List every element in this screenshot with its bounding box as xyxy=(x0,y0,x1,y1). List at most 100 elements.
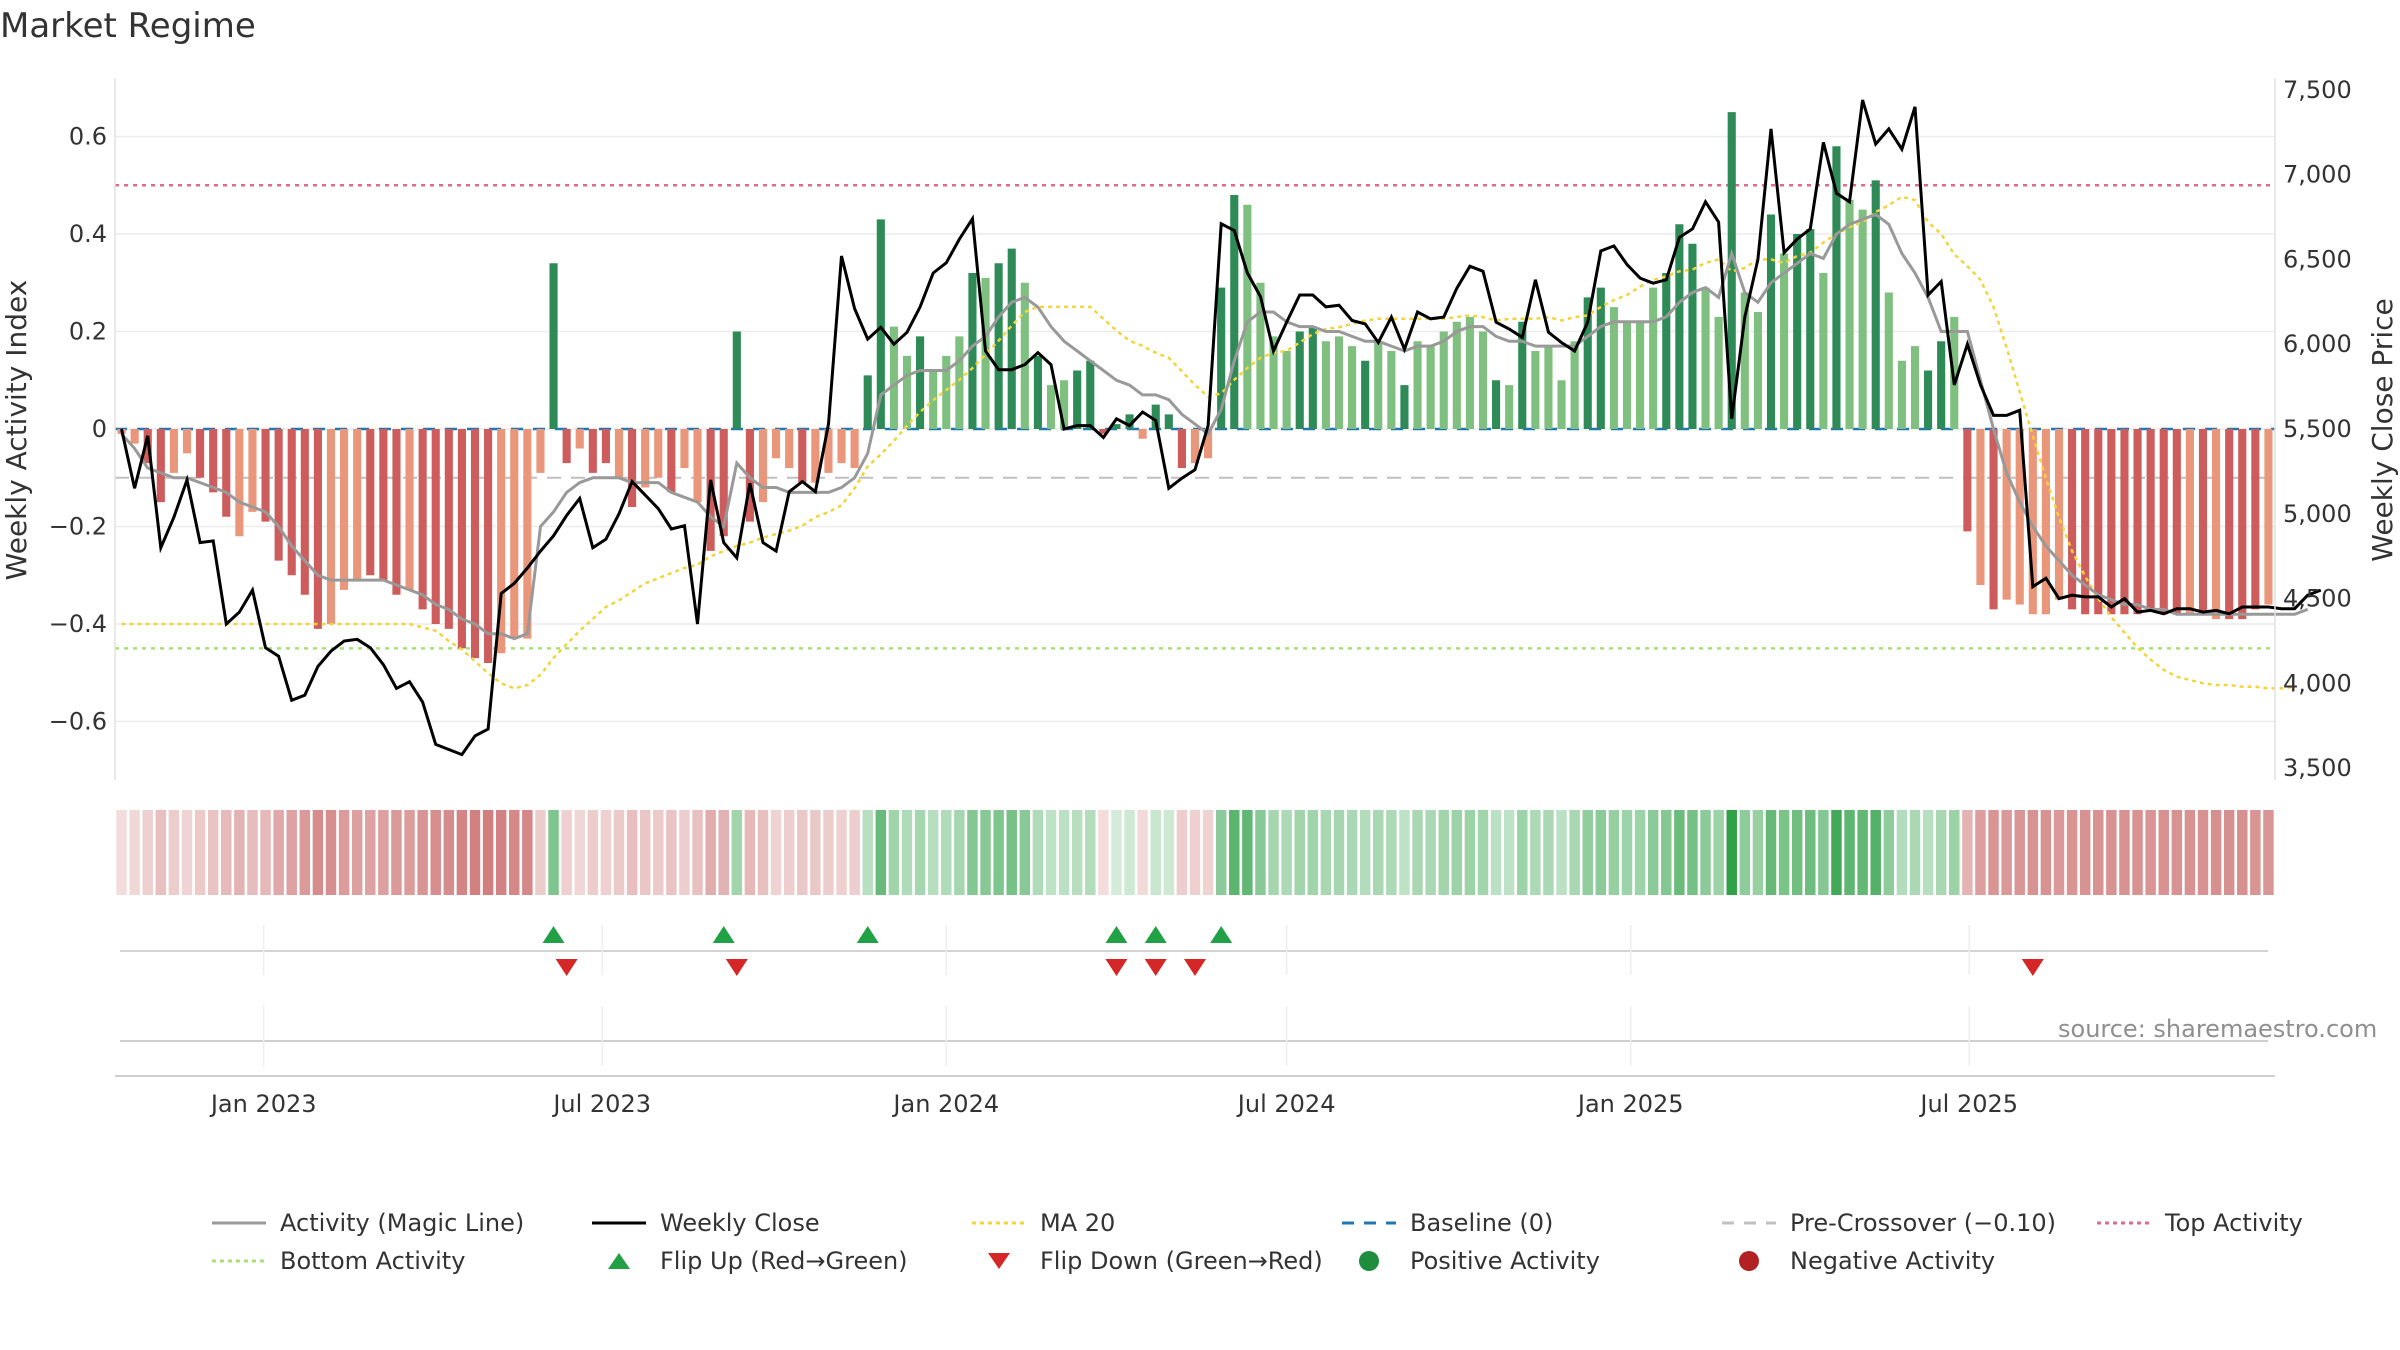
legend-label: Bottom Activity xyxy=(280,1247,466,1275)
regime-cell xyxy=(2145,810,2156,895)
activity-bar xyxy=(222,429,231,517)
activity-bar xyxy=(2238,429,2247,620)
regime-cell xyxy=(875,810,887,895)
activity-bar xyxy=(405,429,414,590)
activity-bar xyxy=(824,429,833,473)
activity-bar xyxy=(1989,429,1998,610)
activity-bar xyxy=(1374,341,1383,429)
regime-cell xyxy=(2250,810,2261,895)
legend-item: Activity (Magic Line) xyxy=(210,1205,524,1241)
activity-bar xyxy=(1570,341,1579,429)
activity-bar xyxy=(2225,429,2234,620)
regime-cell xyxy=(1765,810,1777,895)
regime-cell xyxy=(1700,810,1711,895)
activity-bar xyxy=(1910,346,1920,429)
regime-cell xyxy=(718,810,729,895)
regime-cell xyxy=(1189,810,1201,895)
activity-bar xyxy=(261,429,270,522)
activity-bar xyxy=(1976,429,1985,585)
regime-cell xyxy=(1438,810,1449,895)
regime-cell xyxy=(2014,810,2025,895)
regime-cell xyxy=(744,810,756,895)
regime-cell xyxy=(1634,810,1646,895)
activity-bar xyxy=(1897,360,1906,429)
regime-cell xyxy=(1870,810,1881,895)
regime-cell xyxy=(849,810,860,895)
flip-down-marker xyxy=(555,959,578,976)
activity-bar xyxy=(1727,112,1736,429)
activity-bar xyxy=(994,263,1003,429)
activity-bar xyxy=(1884,292,1893,429)
activity-bar xyxy=(1164,414,1173,429)
activity-bar xyxy=(1819,273,1828,429)
legend-swatch xyxy=(212,1259,266,1263)
legend-label: Flip Down (Green→Red) xyxy=(1040,1247,1323,1275)
activity-bar xyxy=(811,429,820,483)
regime-cell xyxy=(1975,810,1986,895)
activity-bar xyxy=(732,331,741,429)
activity-bar xyxy=(1217,287,1226,429)
regime-cell xyxy=(2158,810,2169,895)
regime-cell xyxy=(2119,810,2130,895)
regime-cell xyxy=(1229,810,1240,895)
activity-bar xyxy=(955,336,964,429)
activity-bar xyxy=(2172,429,2181,615)
legend-swatch xyxy=(1359,1251,1379,1271)
flip-up-marker xyxy=(542,926,565,943)
x-tick-label: Jul 2023 xyxy=(551,1090,651,1118)
regime-cell xyxy=(823,810,834,895)
activity-bar xyxy=(575,429,584,449)
right-tick-label: 6,000 xyxy=(2283,330,2352,358)
regime-cell xyxy=(1464,810,1476,895)
regime-cell xyxy=(155,810,167,895)
activity-bar xyxy=(326,429,336,624)
regime-cell xyxy=(1805,810,1816,895)
regime-cell xyxy=(692,810,703,895)
activity-bar xyxy=(235,429,244,537)
activity-bar xyxy=(1544,346,1553,429)
legend-swatch xyxy=(972,1221,1026,1225)
activity-bars xyxy=(117,112,2273,663)
regime-cell xyxy=(1530,810,1541,895)
regime-cell xyxy=(888,810,900,895)
regime-cell xyxy=(1818,810,1829,895)
activity-bar xyxy=(1112,424,1121,429)
activity-bar xyxy=(1753,312,1762,429)
regime-cell xyxy=(2184,810,2196,895)
activity-bar xyxy=(457,429,466,649)
regime-cell xyxy=(286,810,297,895)
regime-cell xyxy=(1386,810,1397,895)
x-tick-label: Jul 2024 xyxy=(1236,1090,1336,1118)
legend-triangle-down-symbol xyxy=(988,1253,1010,1269)
activity-bar xyxy=(1334,336,1344,429)
regime-strip xyxy=(116,810,2274,895)
regime-cell xyxy=(1844,810,1855,895)
activity-bar xyxy=(889,326,898,429)
legend-swatch xyxy=(592,1221,646,1225)
regime-cell xyxy=(1320,810,1332,895)
regime-cell xyxy=(1399,810,1410,895)
regime-cell xyxy=(967,810,978,895)
activity-bar xyxy=(1190,429,1200,464)
regime-cell xyxy=(1412,810,1423,895)
activity-bar xyxy=(497,429,506,654)
regime-cell xyxy=(2223,810,2235,895)
regime-cell xyxy=(1739,810,1751,895)
activity-bar xyxy=(1046,385,1056,429)
flip-up-marker xyxy=(1105,926,1128,943)
activity-bar xyxy=(1871,180,1880,429)
regime-cell xyxy=(1661,810,1672,895)
regime-cell xyxy=(1150,810,1161,895)
activity-bar xyxy=(693,429,702,503)
activity-bar xyxy=(1714,316,1723,429)
regime-cell xyxy=(351,810,363,895)
activity-bar xyxy=(1845,199,1854,429)
regime-cell xyxy=(482,810,494,895)
regime-cell xyxy=(535,810,546,895)
ma20-line xyxy=(121,195,2295,690)
legend-triangle-up-symbol xyxy=(608,1253,630,1269)
regime-cell xyxy=(1674,810,1685,895)
regime-cell xyxy=(613,810,625,895)
activity-bar xyxy=(1230,195,1239,429)
